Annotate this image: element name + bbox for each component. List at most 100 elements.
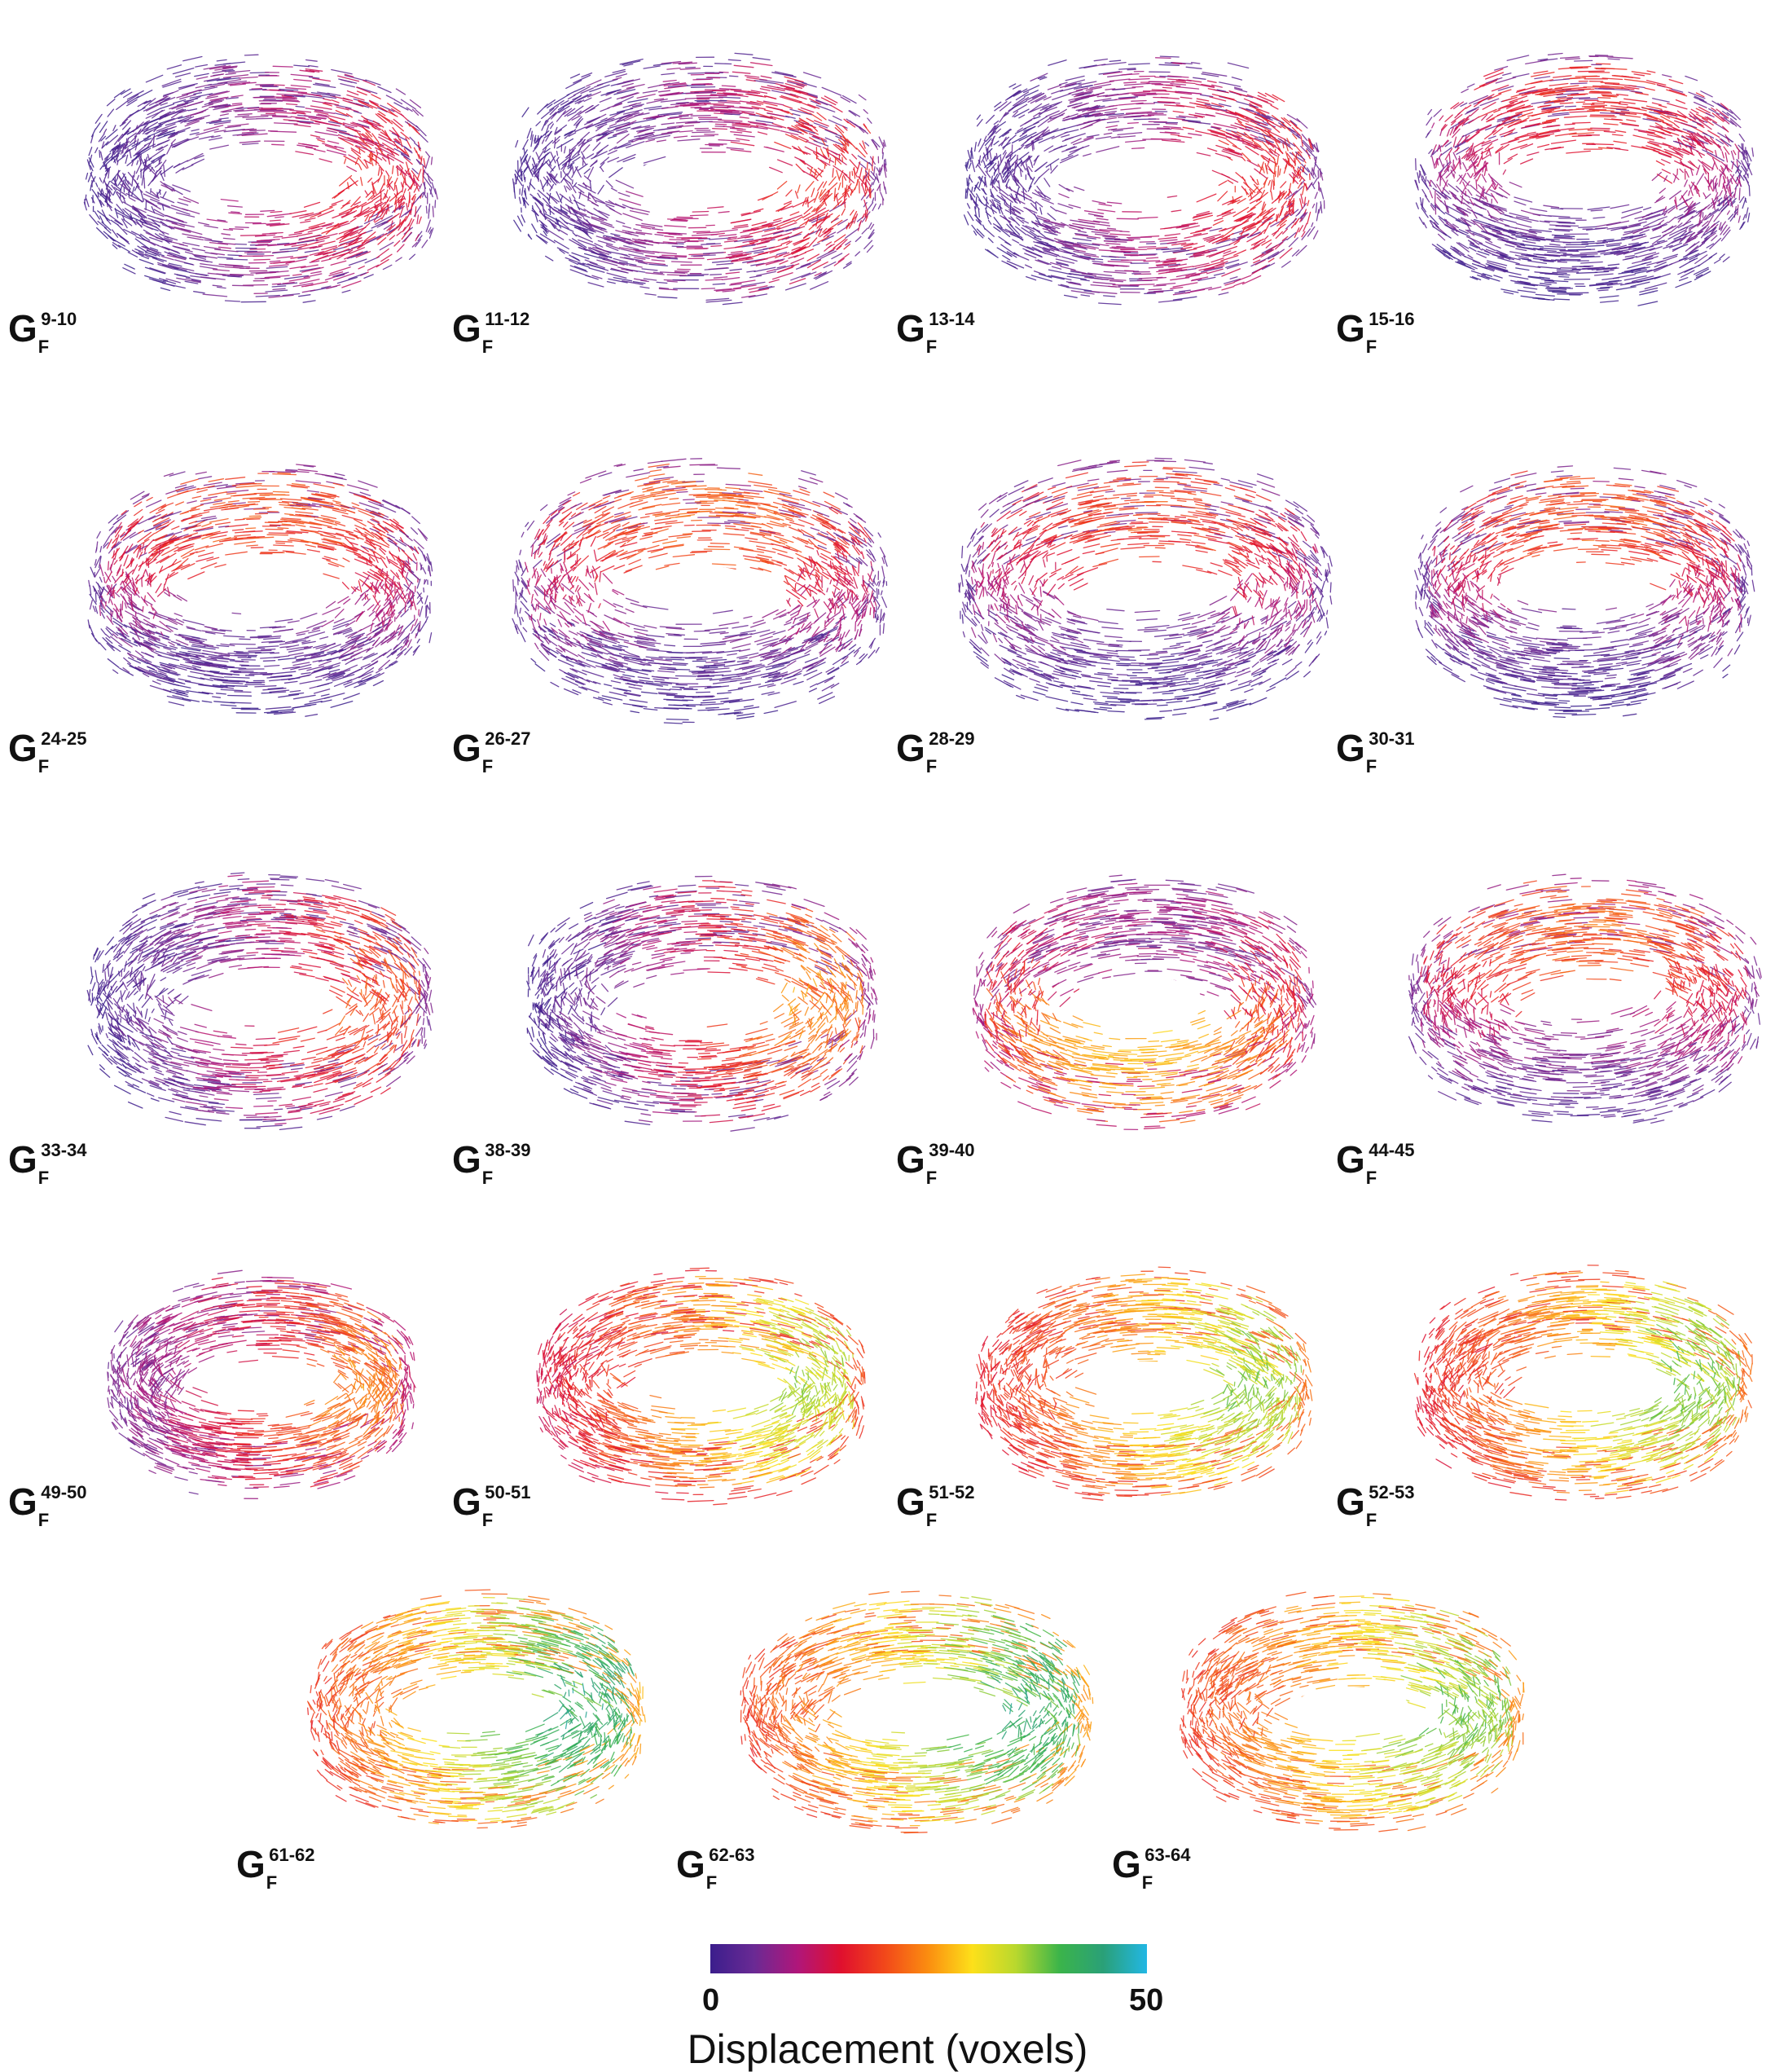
vector-stroke-group (273, 1357, 299, 1358)
panel-label-44-45: GF44-45 (1336, 1141, 1415, 1178)
vector-stroke-group (688, 916, 706, 917)
vector-stroke-group (1676, 100, 1685, 103)
vector-stroke-group (864, 539, 867, 543)
vector-stroke-group (854, 578, 858, 588)
vector-stroke-group (1622, 894, 1704, 913)
vector-stroke-group (1689, 611, 1694, 618)
vector-stroke-group (247, 937, 258, 938)
vector-stroke-group (1526, 496, 1541, 499)
vector-stroke-group (1048, 86, 1135, 224)
vector-stroke-group (104, 66, 436, 243)
vector-stroke-group (577, 503, 804, 534)
vector-stroke-group (1117, 218, 1138, 219)
panel-label-main: G (1336, 1138, 1365, 1181)
vector-stroke-group (1215, 128, 1286, 187)
vector-stroke-group (1298, 1044, 1300, 1052)
vector-stroke-group (679, 508, 697, 509)
vector-stroke-group (1685, 616, 1687, 625)
vector-stroke-group (297, 1331, 377, 1447)
vector-stroke-group (552, 486, 806, 646)
vector-stroke-group (269, 1438, 279, 1439)
vector-stroke-group (1210, 983, 1231, 990)
vector-stroke-group (661, 459, 686, 461)
vector-stroke-group (516, 605, 879, 697)
vector-stroke-group (770, 167, 832, 251)
vector-stroke-group (346, 974, 409, 1054)
vector-stroke-group (708, 930, 732, 931)
vector-stroke-group (1272, 1014, 1287, 1047)
vector-stroke-group (1047, 502, 1278, 565)
vector-stroke-group (305, 108, 323, 111)
vector-stroke-group (187, 1102, 207, 1105)
vector-stroke-group (336, 968, 349, 973)
panel-label-main: G (1336, 307, 1365, 350)
vector-stroke-group (714, 277, 727, 278)
vector-stroke-group (1129, 92, 1149, 94)
vector-stroke-group (1556, 934, 1564, 935)
vector-stroke-group (1475, 142, 1539, 156)
vector-stroke-group (249, 516, 261, 517)
panel-label-main: G (8, 727, 37, 769)
vector-stroke-group (163, 903, 176, 908)
vector-stroke-group (236, 1044, 246, 1045)
vector-stroke-group (1023, 920, 1035, 926)
ring-center-hole (644, 977, 758, 1014)
ring-center-hole (1530, 565, 1639, 603)
vector-stroke-group (349, 1316, 390, 1336)
ring-center-hole (205, 565, 317, 603)
ring-center-hole (205, 977, 317, 1014)
vector-stroke-group (239, 1476, 253, 1477)
vector-stroke-group (272, 955, 295, 956)
vector-stroke-group (1465, 593, 1466, 601)
vector-stroke-group (376, 1423, 404, 1449)
vector-stroke-group (390, 1361, 391, 1369)
vector-stroke-group (1453, 152, 1456, 160)
vector-stroke-group (624, 1295, 648, 1419)
vector-stroke-group (783, 496, 799, 500)
vector-stroke-group (1499, 568, 1514, 574)
vector-stroke-group (833, 632, 839, 641)
vector-stroke-group (763, 1104, 774, 1106)
vector-stroke-group (551, 1371, 578, 1436)
vector-stroke-group (1447, 1013, 1702, 1033)
field-panel-28-29 (925, 387, 1364, 811)
vector-stroke-group (1452, 968, 1455, 979)
vector-field-plot (481, 387, 920, 811)
panel-label-9-10: GF9-10 (8, 310, 77, 347)
vector-stroke-group (709, 498, 732, 499)
vector-stroke-group (212, 1043, 220, 1045)
panel-label-superscript: 44-45 (1369, 1140, 1414, 1160)
vector-stroke-group (635, 920, 656, 925)
vector-stroke-group (677, 217, 692, 218)
vector-stroke-group (1492, 1011, 1692, 1020)
vector-stroke-group (101, 152, 103, 160)
ring-center-hole (1535, 979, 1634, 1012)
vector-stroke-group (1043, 657, 1061, 662)
vector-stroke-group (265, 1089, 282, 1091)
vector-stroke-group (987, 895, 1315, 1044)
vector-stroke-group (1443, 601, 1448, 608)
vector-stroke-group (1039, 979, 1040, 985)
vector-stroke-group (1478, 548, 1486, 553)
vector-stroke-group (1601, 954, 1615, 955)
vector-stroke-group (1136, 502, 1156, 503)
vector-stroke-group (130, 1448, 144, 1456)
vector-stroke-group (244, 491, 289, 528)
vector-stroke-group (348, 485, 369, 491)
vector-stroke-group (1300, 981, 1305, 991)
vector-field-plot (1385, 395, 1775, 803)
vector-stroke-group (1167, 196, 1176, 198)
field-panel-49-50 (77, 1214, 444, 1573)
vector-stroke-group (1096, 548, 1118, 554)
vector-stroke-group (1035, 599, 1311, 628)
panel-label-superscript: 30-31 (1369, 728, 1414, 749)
vector-stroke-group (806, 148, 870, 225)
vector-stroke-group (983, 196, 988, 204)
vector-stroke-group (672, 957, 723, 1084)
vector-stroke-group (293, 1282, 319, 1284)
vector-stroke-group (1176, 87, 1198, 90)
panel-label-main: G (8, 307, 37, 350)
vector-stroke-group (224, 75, 248, 78)
vector-stroke-group (517, 81, 656, 284)
vector-stroke-group (564, 562, 567, 570)
